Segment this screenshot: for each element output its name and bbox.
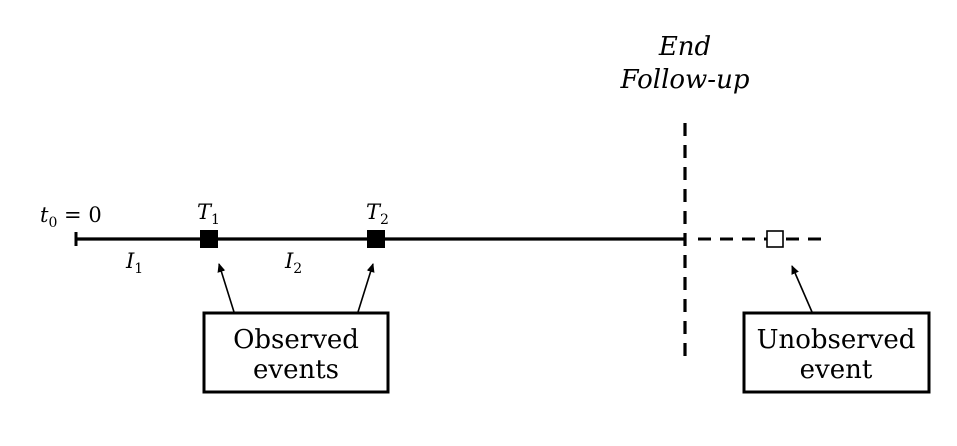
observed-events-line1: Observed (233, 325, 359, 355)
interval-label-i1-sub: 1 (134, 261, 143, 277)
interval-label-i2-var: I (284, 249, 294, 273)
interval-label-i1-var: I (125, 249, 135, 273)
event-label-t1-sub: 1 (211, 212, 220, 228)
event-label-t2-var: T (366, 200, 382, 224)
event-label-t1: T1 (197, 200, 220, 228)
event-label-t2: T2 (366, 200, 389, 228)
interval-label-i2: I2 (284, 249, 302, 277)
event-label-t2-sub: 2 (380, 212, 389, 228)
unobserved-event-line1: Unobserved (757, 325, 916, 355)
observed-events-box (202, 311, 390, 394)
origin-label-sub: 0 (48, 215, 57, 231)
arrow-to-t1 (217, 263, 235, 313)
origin-label: t0 = 0 (40, 203, 102, 231)
end-follow-up-label-line2: Follow-up (620, 65, 750, 95)
unobserved-event-line2: event (800, 355, 873, 385)
end-follow-up-label-line1: End (658, 32, 711, 62)
unobserved-event-marker (766, 230, 784, 248)
origin-label-var: t (40, 203, 49, 227)
unobserved-event-box (742, 311, 931, 394)
interval-label-i1: I1 (125, 249, 143, 277)
observed-events-line2: events (253, 355, 339, 385)
arrow-to-unobserved (791, 265, 813, 313)
arrow-to-t2 (357, 263, 375, 313)
event-label-t1-var: T (197, 200, 213, 224)
origin-label-eq: = 0 (57, 203, 101, 227)
event-marker-t1 (200, 230, 218, 248)
event-marker-t2 (367, 230, 385, 248)
interval-label-i2-sub: 2 (293, 261, 302, 277)
